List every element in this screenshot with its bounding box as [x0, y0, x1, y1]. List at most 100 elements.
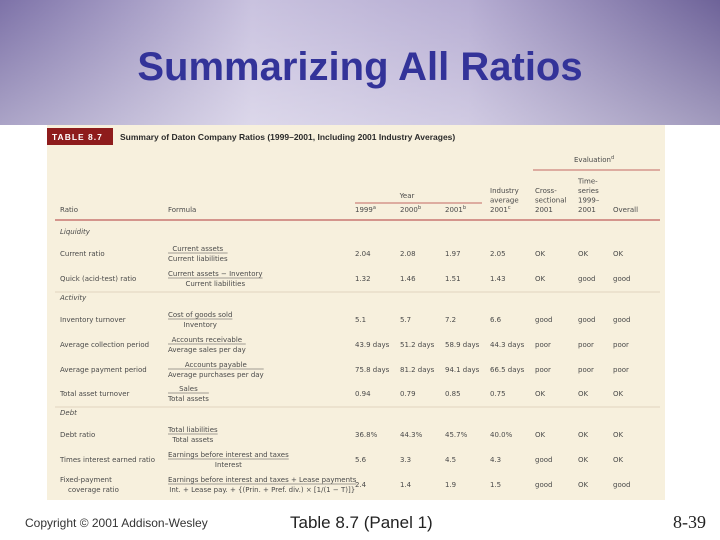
formula-numerator: Accounts receivable [172, 336, 242, 344]
column-header-text: 2001 [445, 206, 463, 214]
cell: 3.3 [400, 456, 411, 464]
cell: poor [613, 341, 629, 349]
cell: good [613, 316, 630, 324]
cell: good [535, 481, 552, 489]
formula-denominator: Interest [215, 461, 242, 469]
table-background [47, 125, 665, 500]
copyright: Copyright © 2001 Addison-Wesley [25, 516, 208, 530]
column-header: Overall [613, 206, 638, 214]
cell: good [578, 316, 595, 324]
cell: OK [535, 275, 546, 283]
cell: good [613, 275, 630, 283]
ratio-name: Inventory turnover [60, 316, 126, 324]
cell: good [535, 316, 552, 324]
cell: OK [578, 250, 589, 258]
ratio-name: Times interest earned ratio [59, 456, 155, 464]
column-header-text: Cross- [535, 187, 557, 195]
cell: 75.8 days [355, 366, 390, 374]
formula-numerator: Cost of goods sold [168, 311, 232, 319]
table-label: TABLE 8.7 [52, 132, 103, 142]
formula-denominator: Current liabilities [168, 255, 228, 263]
cell: poor [578, 366, 594, 374]
cell: 1.32 [355, 275, 371, 283]
cell: 1.4 [400, 481, 412, 489]
cell: 44.3 days [490, 341, 525, 349]
group-header: Year [399, 192, 415, 200]
column-header-text: sectional [535, 197, 567, 205]
section-name: Liquidity [60, 228, 91, 236]
cell: 5.7 [400, 316, 411, 324]
cell: 2.4 [355, 481, 367, 489]
cell: poor [535, 341, 551, 349]
formula-denominator: Total assets [167, 395, 209, 403]
banner-fade [0, 0, 720, 125]
column-header: 2000b [400, 205, 421, 214]
column-header-text: 2001 [490, 206, 508, 214]
cell: 4.3 [490, 456, 501, 464]
cell: OK [613, 456, 624, 464]
formula-denominator: Current liabilities [185, 280, 245, 288]
cell: OK [613, 431, 624, 439]
formula-denominator: Average sales per day [168, 346, 246, 354]
column-header-text: average [490, 197, 519, 205]
formula-numerator: Current assets − Inventory [168, 270, 263, 278]
formula-denominator: Int. + Lease pay. + {(Prin. + Pref. div.… [169, 486, 355, 494]
cell: OK [578, 456, 589, 464]
column-header-text: Industry [490, 187, 519, 195]
column-header-text: Formula [168, 206, 196, 214]
column-header: series [578, 187, 599, 195]
cell: 6.6 [490, 316, 502, 324]
cell: poor [535, 366, 551, 374]
cell: poor [578, 341, 594, 349]
column-header-text: Overall [613, 206, 638, 214]
column-header-text: 2001 [578, 206, 596, 214]
column-header-note: b [418, 205, 421, 211]
section-name: Activity [59, 294, 87, 302]
cell: OK [613, 250, 624, 258]
cell: 7.2 [445, 316, 456, 324]
formula-numerator: Total liabilities [167, 426, 218, 434]
cell: 45.7% [445, 431, 468, 439]
ratio-name: Total asset turnover [59, 390, 130, 398]
ratio-name: Fixed-payment [60, 476, 112, 484]
column-header-text: Ratio [60, 206, 78, 214]
cell: 43.9 days [355, 341, 390, 349]
column-header: 1999– [578, 197, 600, 205]
cell: 1.5 [490, 481, 501, 489]
section-name: Debt [60, 409, 77, 417]
column-header: 2001 [578, 206, 596, 214]
cell: 66.5 days [490, 366, 525, 374]
cell: 2.04 [355, 250, 371, 258]
cell: OK [613, 390, 624, 398]
cell: 1.43 [490, 275, 506, 283]
cell: OK [535, 250, 546, 258]
cell: OK [578, 431, 589, 439]
cell: OK [578, 390, 589, 398]
column-header: 2001 [535, 206, 553, 214]
column-header-text: series [578, 187, 599, 195]
cell: 36.8% [355, 431, 378, 439]
column-header: sectional [535, 197, 567, 205]
column-header: average [490, 197, 519, 205]
group-header: Evaluationd [574, 155, 614, 164]
group-header-text: Evaluation [574, 156, 611, 164]
ratio-name: Average collection period [60, 341, 149, 349]
ratio-name: Current ratio [60, 250, 105, 258]
cell: OK [535, 431, 546, 439]
ratio-name: Quick (acid-test) ratio [60, 275, 136, 283]
cell: 0.79 [400, 390, 416, 398]
cell: good [535, 456, 552, 464]
cell: 0.75 [490, 390, 506, 398]
ratio-name: Average payment period [60, 366, 147, 374]
column-header: Time- [577, 178, 598, 186]
caption: Table 8.7 (Panel 1) [290, 513, 433, 532]
cell: OK [578, 481, 589, 489]
column-header: Industry [490, 187, 519, 195]
cell: 2.05 [490, 250, 506, 258]
cell: 5.1 [355, 316, 366, 324]
ratio-name: coverage ratio [68, 486, 119, 494]
column-header: Cross- [535, 187, 557, 195]
column-header: Formula [168, 206, 196, 214]
page-number: 8-39 [673, 512, 706, 532]
column-header-note: c [508, 205, 511, 211]
